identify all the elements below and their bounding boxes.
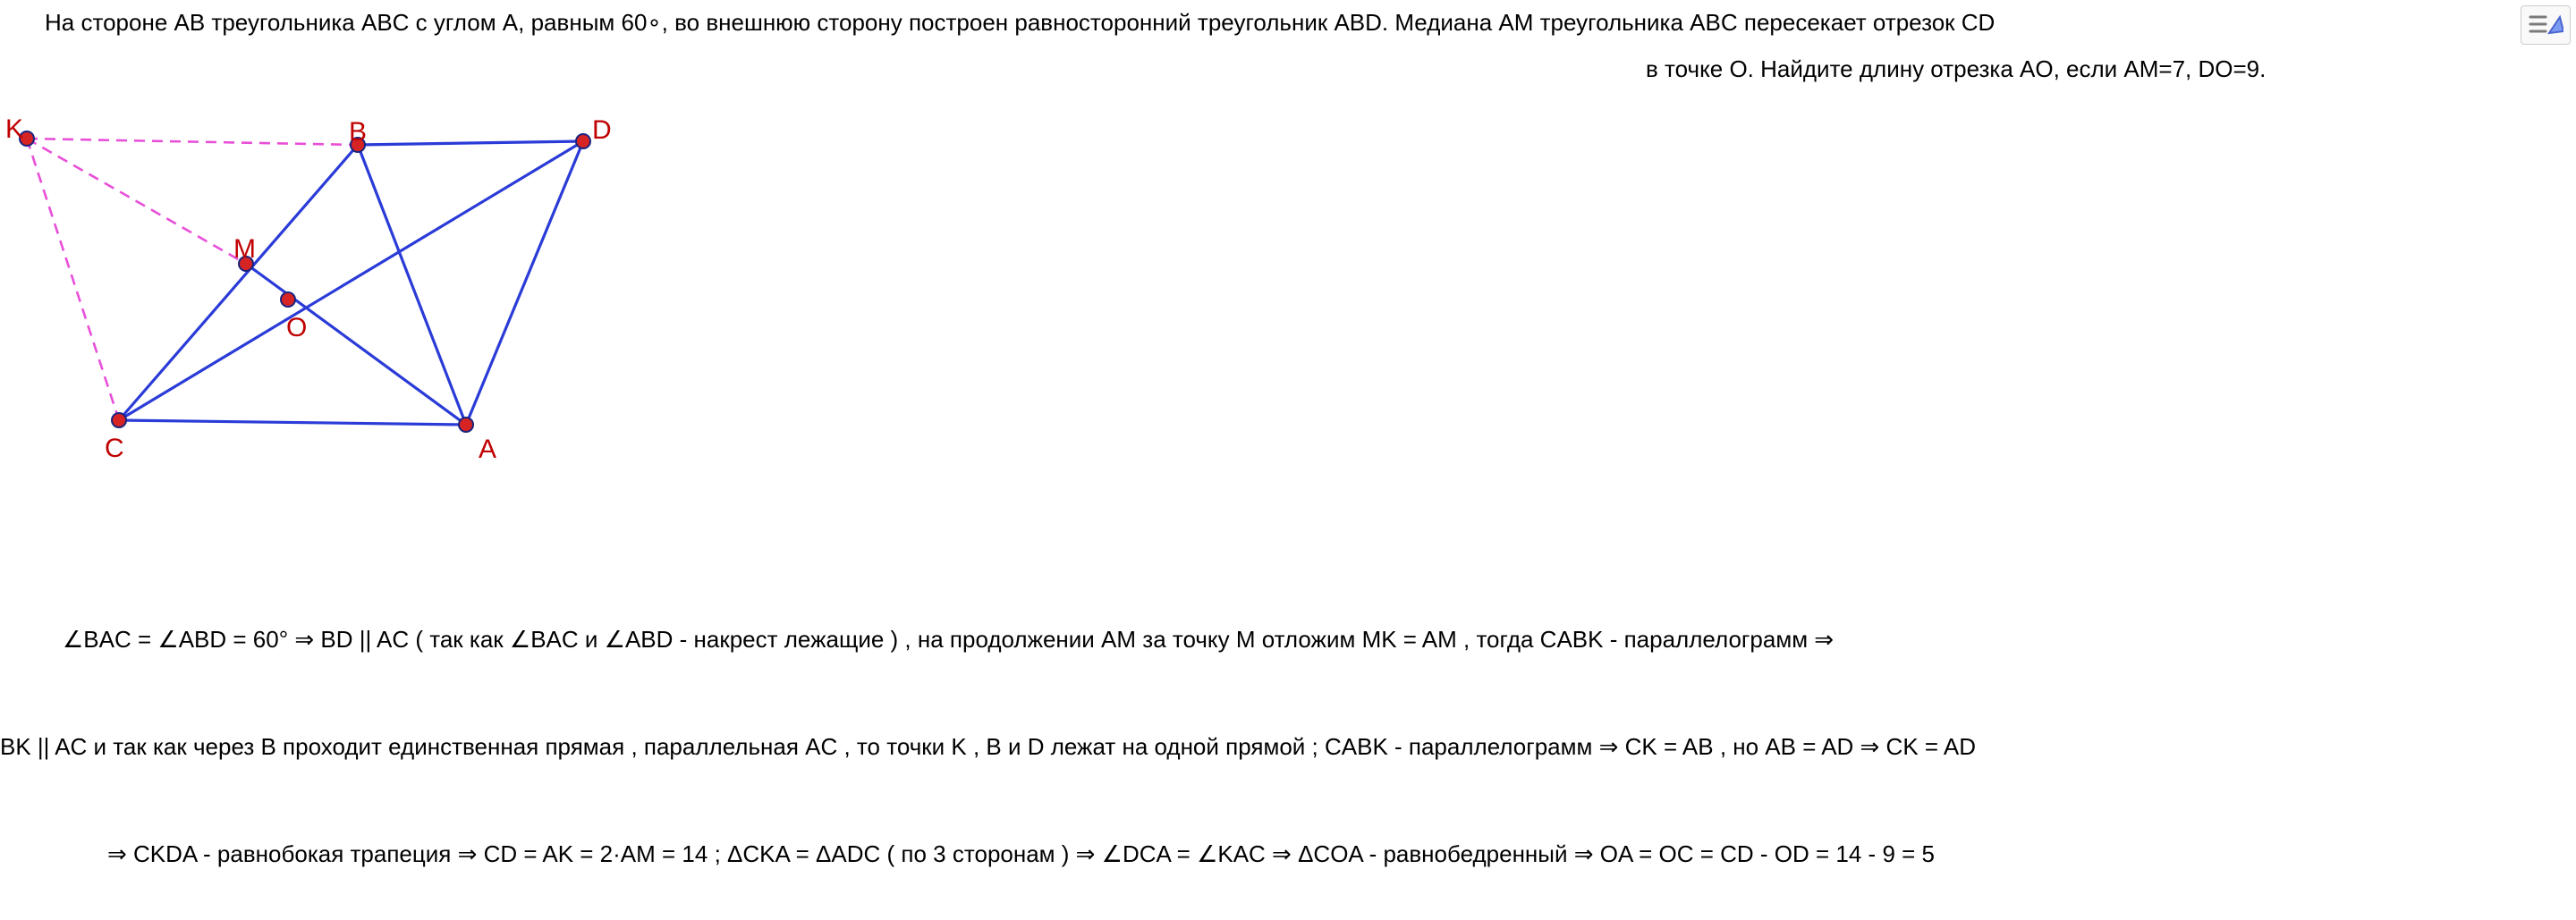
edge-K-B — [27, 139, 358, 145]
label-M: M — [233, 234, 256, 265]
label-K: K — [5, 114, 23, 145]
label-D: D — [592, 115, 612, 146]
edge-A-M — [246, 264, 466, 425]
label-A: A — [479, 435, 496, 465]
solution-line-3: ⇒ CKDA - равнобокая трапеция ⇒ CD = AK =… — [107, 840, 1935, 868]
edge-B-C — [119, 145, 358, 420]
label-B: B — [349, 117, 367, 148]
menu-button[interactable] — [2521, 5, 2571, 45]
label-O: O — [286, 313, 307, 343]
point-A[interactable] — [459, 418, 473, 432]
edge-A-B — [358, 145, 466, 425]
edge-A-D — [466, 141, 583, 425]
point-D[interactable] — [576, 134, 590, 148]
edge-B-D — [358, 141, 583, 145]
point-C[interactable] — [112, 413, 126, 427]
solution-line-1: ∠BAC = ∠ABD = 60° ⇒ BD || AC ( так как ∠… — [63, 626, 1834, 654]
menu-icon — [2528, 12, 2563, 38]
edge-C-D — [119, 141, 583, 420]
problem-line-1: На стороне AB треугольника ABC с углом A… — [45, 9, 1995, 37]
point-O[interactable] — [281, 292, 295, 307]
label-C: C — [105, 434, 124, 464]
edge-K-C — [27, 139, 119, 420]
problem-line-2: в точке O. Найдите длину отрезка AO, есл… — [1646, 55, 2266, 83]
edge-C-A — [119, 420, 466, 425]
geometry-diagram — [0, 107, 662, 501]
edge-K-M — [27, 139, 246, 264]
solution-line-2: BK || AC и так как через B проходит един… — [0, 733, 1976, 761]
